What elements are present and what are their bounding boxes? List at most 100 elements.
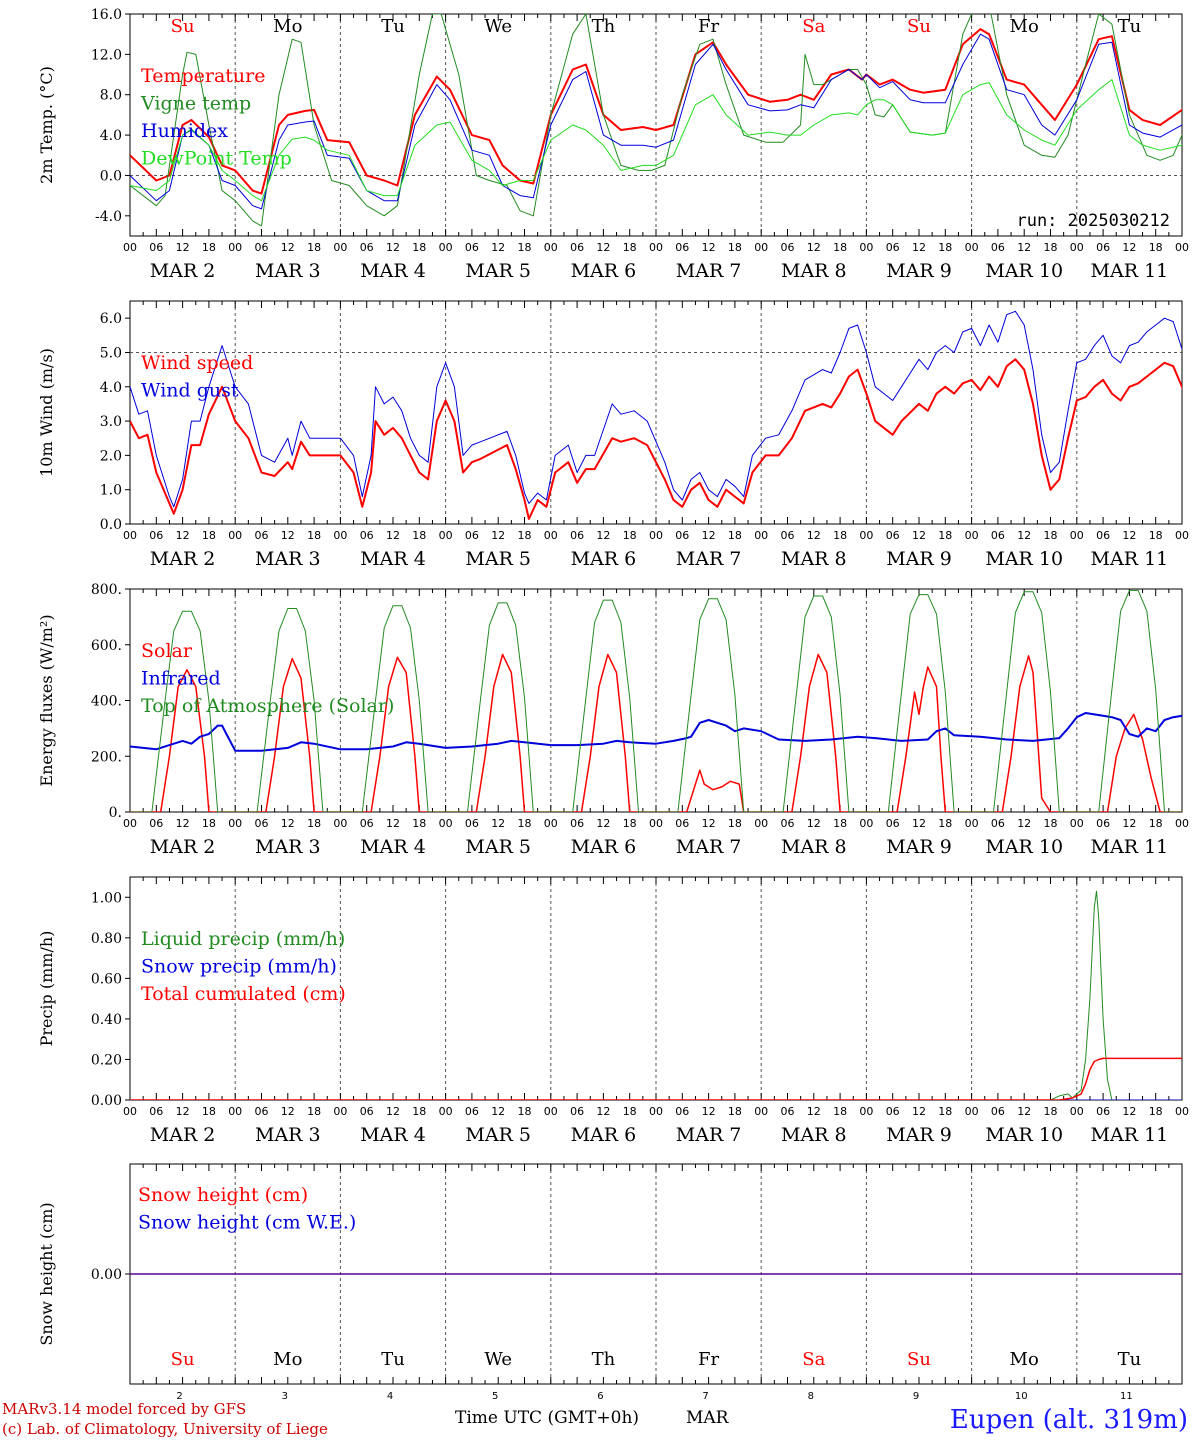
day-number: 6 [597, 1391, 603, 1402]
hour-label: 00 [228, 817, 242, 830]
day-label: Tu [381, 1349, 405, 1370]
hour-label: 00 [439, 529, 453, 542]
day-label: Tu [381, 16, 405, 37]
y-tick-label: 8.0 [100, 88, 122, 104]
hour-label: 00 [333, 817, 347, 830]
day-label: Mo [273, 1349, 302, 1370]
date-label: MAR 6 [571, 548, 637, 570]
hour-label: 12 [912, 241, 926, 254]
hour-label: 00 [859, 817, 873, 830]
date-label: MAR 2 [150, 836, 216, 858]
date-label: MAR 3 [255, 548, 321, 570]
hour-label: 18 [412, 817, 426, 830]
date-label: MAR 10 [985, 260, 1063, 282]
hour-label: 00 [439, 241, 453, 254]
hour-label: 06 [360, 1105, 374, 1118]
hour-label: 00 [333, 529, 347, 542]
day-label: Fr [698, 1349, 719, 1370]
hour-label: 12 [386, 529, 400, 542]
hour-label: 12 [281, 241, 295, 254]
hour-label: 18 [412, 241, 426, 254]
day-label: Mo [273, 16, 302, 37]
day-number: 11 [1120, 1391, 1133, 1402]
hour-label: 18 [938, 529, 952, 542]
day-label: Su [907, 1349, 931, 1370]
day-label: Th [592, 1349, 616, 1370]
hour-label: 18 [1044, 817, 1058, 830]
hour-label: 06 [255, 1105, 269, 1118]
hour-label: 18 [202, 817, 216, 830]
station-name: Eupen (alt. 319m) [950, 1405, 1188, 1435]
hour-label: 00 [544, 241, 558, 254]
hour-label: 06 [360, 817, 374, 830]
date-label: MAR 6 [571, 836, 637, 858]
date-label: MAR 11 [1091, 1124, 1169, 1146]
hour-label: 18 [1149, 817, 1163, 830]
hour-label: 18 [938, 817, 952, 830]
hour-label: 06 [781, 241, 795, 254]
hour-label: 06 [991, 1105, 1005, 1118]
panel-temperature: -4.0 0.0 4.0 8.0 12.0 16.0 2m Temp. (°C) Temper… [37, 7, 1189, 282]
y-axis-label: Precip (mm/h) [37, 931, 56, 1047]
hour-label: 06 [886, 241, 900, 254]
day-label: We [484, 1349, 512, 1370]
y-tick-label: 0. [109, 805, 122, 821]
hour-label: 06 [465, 1105, 479, 1118]
y-tick-label: 400. [91, 694, 122, 710]
day-number: 8 [808, 1391, 814, 1402]
series-line [130, 28, 1182, 195]
hour-label: 12 [1122, 529, 1136, 542]
hour-label: 06 [570, 1105, 584, 1118]
hour-label: 12 [176, 1105, 190, 1118]
y-tick-label: 16.0 [91, 7, 122, 23]
hour-label: 12 [807, 241, 821, 254]
credit-line-1: MARv3.14 model forced by GFS [2, 1400, 246, 1418]
day-number: 4 [387, 1391, 393, 1402]
hour-label: 06 [991, 817, 1005, 830]
hour-label: 18 [623, 241, 637, 254]
date-label: MAR 10 [985, 836, 1063, 858]
hour-label: 00 [1175, 1105, 1189, 1118]
hour-label: 12 [491, 529, 505, 542]
hour-label: 06 [675, 241, 689, 254]
hour-label: 06 [570, 241, 584, 254]
y-tick-label: 3.0 [100, 414, 122, 430]
hour-label: 18 [202, 1105, 216, 1118]
series-line [130, 33, 1182, 210]
hour-label: 06 [570, 817, 584, 830]
day-label: Su [907, 16, 931, 37]
hour-label: 12 [807, 529, 821, 542]
date-label: MAR 11 [1091, 548, 1169, 570]
hour-label: 12 [281, 817, 295, 830]
legend-entry: Snow height (cm) [138, 1184, 308, 1206]
hour-label: 06 [570, 529, 584, 542]
hour-label: 18 [1149, 529, 1163, 542]
day-label: Fr [698, 16, 719, 37]
hour-label: 12 [1122, 1105, 1136, 1118]
legend-entry: Wind speed [141, 352, 253, 374]
date-label: MAR 2 [150, 260, 216, 282]
hour-label: 18 [307, 241, 321, 254]
date-label: MAR 8 [781, 260, 847, 282]
date-label: MAR 8 [781, 1124, 847, 1146]
hour-label: 06 [149, 1105, 163, 1118]
hour-label: 12 [596, 1105, 610, 1118]
hour-label: 06 [781, 1105, 795, 1118]
hour-label: 18 [518, 529, 532, 542]
hour-label: 18 [728, 529, 742, 542]
hour-label: 12 [281, 1105, 295, 1118]
date-label: MAR 4 [360, 1124, 426, 1146]
hour-label: 12 [491, 1105, 505, 1118]
hour-label: 00 [965, 1105, 979, 1118]
hour-label: 00 [228, 241, 242, 254]
date-label: MAR 8 [781, 548, 847, 570]
y-tick-label: 4.0 [100, 128, 122, 144]
y-tick-label: 2.0 [100, 448, 122, 464]
hour-label: 00 [859, 529, 873, 542]
panel-snow: 0.00 Snow height (cm) Snow height (cm) Snow… [37, 1163, 1183, 1402]
hour-label: 12 [1122, 817, 1136, 830]
hour-label: 06 [1096, 1105, 1110, 1118]
y-tick-label: 12.0 [91, 47, 122, 63]
series-line [130, 79, 1182, 202]
hour-label: 18 [833, 817, 847, 830]
